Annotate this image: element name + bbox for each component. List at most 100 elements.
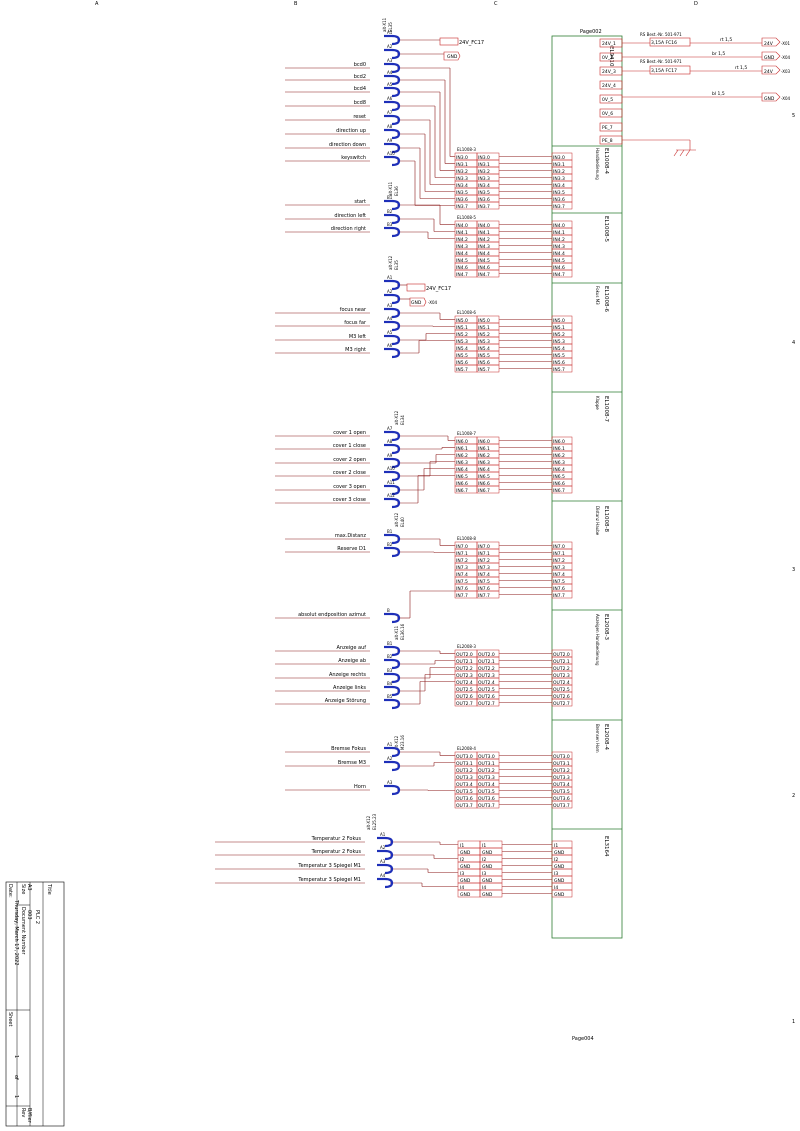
io-channel-label: OUT3.2	[478, 768, 495, 774]
io-channel-label: OUT3.5	[456, 789, 473, 795]
io-channel-label: IN3.1	[553, 162, 565, 168]
io-channel-label: IN7.4	[478, 572, 490, 578]
analog-terminal-label: GND	[460, 864, 471, 870]
pin-label: A1	[387, 30, 393, 35]
signal-label: Temperatur 3 Spiegel M1	[297, 877, 361, 883]
connector-pin: B3	[384, 222, 401, 238]
pin-label: A7	[387, 110, 393, 115]
io-channel-label: IN7.1	[553, 551, 565, 557]
power-terminal: PE_7	[602, 125, 613, 131]
pin-label: B3	[387, 668, 393, 673]
analog-terminal-label: I1	[482, 843, 486, 849]
net-flag: 24V	[764, 69, 774, 75]
wire-color: rt 1,5	[720, 37, 732, 43]
pin-label: A10	[387, 466, 395, 471]
signal-label: Bremse Fokus	[331, 746, 366, 752]
pin-label: A3	[387, 58, 393, 63]
signal-label: Temperatur 3 Spiegel M1	[297, 863, 361, 869]
io-channel-label: IN7.1	[478, 551, 490, 557]
connector-pin: A9	[384, 453, 401, 469]
connector-pin: B1	[384, 195, 401, 211]
analog-terminal-label: GND	[482, 878, 493, 884]
io-channel-label: IN6.5	[553, 474, 565, 480]
io-channel-label: IN5.0	[456, 318, 468, 324]
net-flags-top: 24V_FC17 GND 24V_FC17 GND -X04	[406, 37, 484, 307]
connector-part: EL25.23	[372, 813, 377, 830]
io-channel-label: IN7.1	[456, 551, 468, 557]
row-label-1: 1	[792, 1019, 795, 1025]
connector-pin: A3	[384, 303, 401, 319]
io-channel-label: IN4.1	[456, 230, 468, 236]
io-channel-label: IN7.3	[553, 565, 565, 571]
wire-color: rt 1,5	[735, 65, 747, 71]
signal-label: bcd2	[354, 74, 366, 80]
pin-label: A10	[387, 151, 395, 156]
sheet-value: 1	[13, 1055, 19, 1058]
io-channel-label: IN3.5	[478, 190, 490, 196]
analog-terminal-label: I2	[460, 857, 464, 863]
connector-pin: A11	[384, 480, 401, 496]
io-channel-label: IN4.2	[553, 237, 565, 243]
io-channel-label: OUT2.0	[553, 652, 570, 658]
connector-part: M23.16	[400, 735, 405, 750]
io-channel-label: IN4.6	[456, 265, 468, 271]
io-channel-label: IN6.2	[478, 453, 490, 459]
pin-label: B	[387, 608, 390, 613]
signal-label: direction left	[334, 213, 366, 219]
io-channel-label: IN7.5	[478, 579, 490, 585]
io-channel-label: OUT2.1	[478, 659, 495, 665]
io-channel-label: IN6.6	[456, 481, 468, 487]
power-note-2: RS Best.-Nr. 501-971	[640, 59, 682, 64]
power-note-1: RS Best.-Nr. 501-971	[640, 32, 682, 37]
io-channel-label: IN4.2	[456, 237, 468, 243]
connector-pin: A8	[384, 439, 401, 455]
device-label: EL2008-3	[457, 644, 476, 649]
sheet-label: Sheet	[7, 1012, 13, 1026]
conn-ref: -X04	[781, 55, 791, 60]
power-section: EL9410 RS Best.-Nr. 501-971 RS Best.-Nr.…	[599, 32, 791, 157]
pin-label: A3	[387, 780, 393, 785]
device-label: EL2008-4	[457, 746, 476, 751]
io-channel-label: IN5.2	[553, 332, 565, 338]
connector-pin: A2	[377, 845, 394, 861]
io-channel-label: IN4.7	[456, 272, 468, 278]
device-label: EL1008-8	[457, 536, 476, 541]
module-label: EL1008-6	[603, 286, 609, 313]
io-channel-label: IN5.4	[456, 346, 468, 352]
connector-pin: B2	[384, 209, 401, 225]
io-channel-label: OUT3.7	[478, 803, 495, 809]
pin-label: A12	[387, 493, 395, 498]
conn-ref: -X01	[781, 41, 791, 46]
row-label-4: 4	[792, 340, 795, 346]
pin-label: A4	[387, 70, 393, 75]
device-label: EL1008-7	[457, 431, 476, 436]
io-channel-label: OUT2.6	[553, 694, 570, 700]
connector-pin: B2	[384, 654, 401, 670]
title-value: PLC 2	[34, 910, 40, 924]
conn-ref: -X03	[781, 69, 791, 74]
connector-pin: B3	[384, 668, 401, 684]
connector-pin: B1	[384, 529, 401, 545]
page-ref-top: Page002	[580, 29, 602, 35]
io-channel-label: IN5.4	[478, 346, 490, 352]
net-flag: GND	[764, 55, 775, 61]
io-channel-label: IN5.5	[553, 353, 565, 359]
net-flag-gnd-b-conn: -X04	[428, 300, 438, 305]
io-channel-label: IN5.7	[478, 367, 490, 373]
signal-label: cover 3 close	[333, 497, 366, 503]
io-channel-label: IN4.4	[456, 251, 468, 257]
io-channel-label: IN6.6	[553, 481, 565, 487]
signal-label: direction down	[329, 142, 366, 148]
page-ref-bottom: Page004	[572, 1036, 594, 1042]
io-channel-label: OUT2.7	[478, 701, 495, 707]
io-channel-label: IN4.6	[478, 265, 490, 271]
pin-label: B2	[387, 542, 393, 547]
connector-ref: alt-X11	[388, 181, 393, 196]
signal-label: cover 1 close	[333, 443, 366, 449]
module-sublabel: Bremsen Horn	[595, 724, 600, 753]
io-channel-label: OUT2.3	[456, 673, 473, 679]
io-channel-label: IN7.2	[456, 558, 468, 564]
io-channel-label: OUT2.3	[478, 673, 495, 679]
signal-label: start	[354, 199, 366, 205]
io-channel-label: IN6.6	[478, 481, 490, 487]
